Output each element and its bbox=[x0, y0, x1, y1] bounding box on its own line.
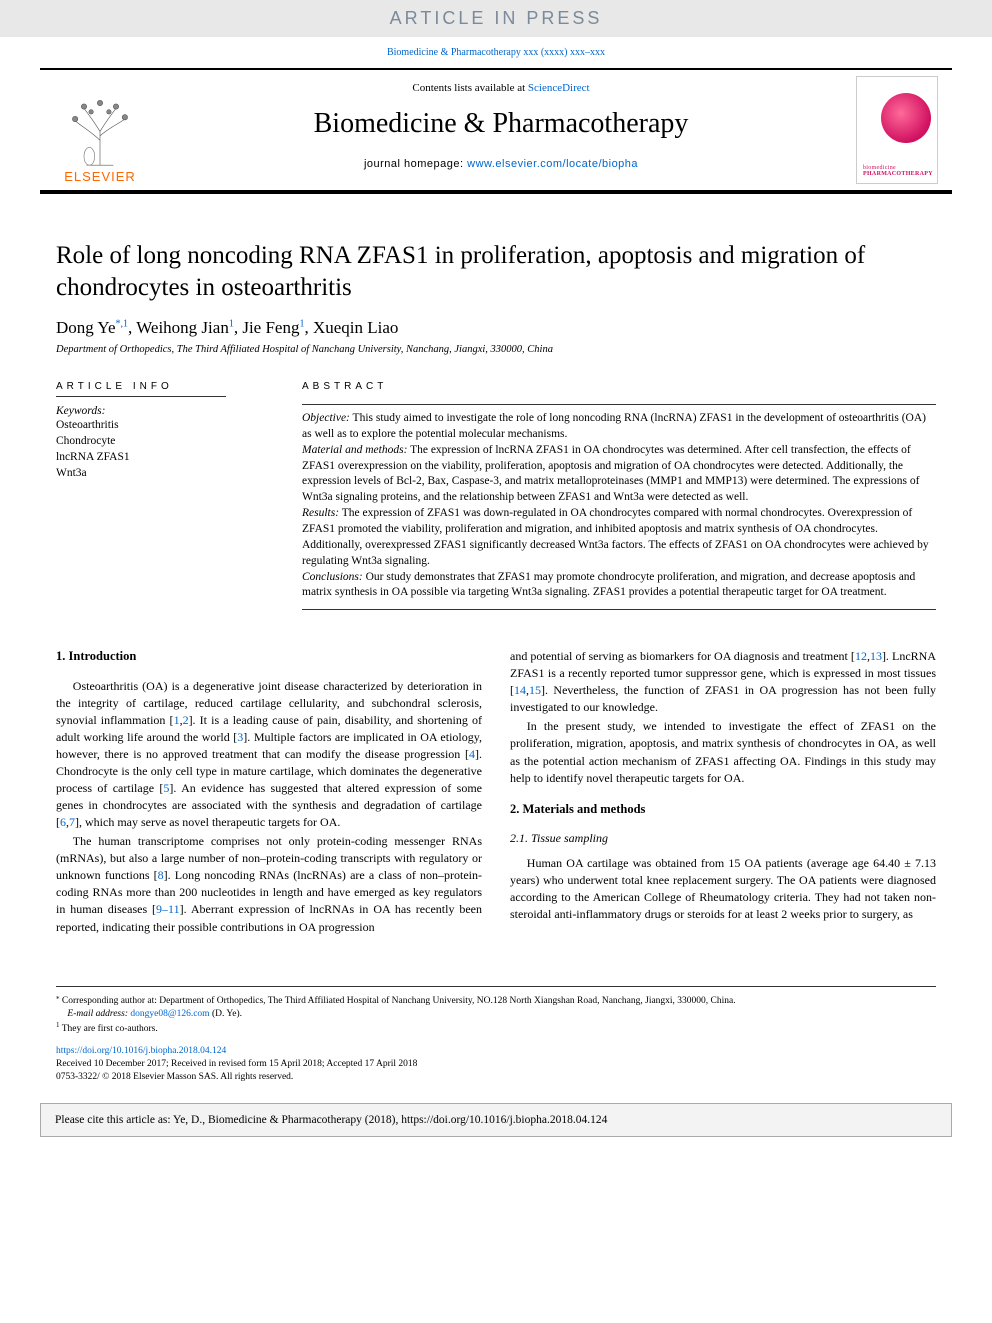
segment-text: Our study demonstrates that ZFAS1 may pr… bbox=[302, 571, 915, 599]
contents-prefix: Contents lists available at bbox=[412, 82, 527, 94]
abstract-col: ABSTRACT Objective: This study aimed to … bbox=[302, 381, 936, 610]
text: ], which may serve as novel therapeutic … bbox=[75, 815, 340, 829]
ref-link[interactable]: 13 bbox=[870, 649, 882, 663]
section-num: 2. bbox=[510, 802, 519, 816]
section-num: 1. bbox=[56, 649, 65, 663]
text: ]. Nevertheless, the function of ZFAS1 i… bbox=[510, 683, 936, 714]
para: Human OA cartilage was obtained from 15 … bbox=[510, 855, 936, 923]
publisher-name: ELSEVIER bbox=[64, 169, 136, 184]
info-abstract-row: ARTICLE INFO Keywords: Osteoarthritis Ch… bbox=[56, 381, 936, 610]
journal-name: Biomedicine & Pharmacotherapy bbox=[170, 108, 832, 140]
author-marks: 1 bbox=[229, 318, 234, 329]
publisher-logo-block: ELSEVIER bbox=[40, 70, 160, 190]
abstract-segment: Material and methods: The expression of … bbox=[302, 443, 936, 506]
email-tail: (D. Ye). bbox=[210, 1009, 242, 1019]
section-title: Introduction bbox=[69, 649, 137, 663]
segment-text: The expression of ZFAS1 was down-regulat… bbox=[302, 507, 929, 567]
ref-link[interactable]: 14 bbox=[514, 683, 526, 697]
para: In the present study, we intended to inv… bbox=[510, 718, 936, 786]
masthead-center: Contents lists available at ScienceDirec… bbox=[160, 70, 842, 190]
co-authors-note: 1 They are first co-authors. bbox=[56, 1021, 936, 1036]
journal-masthead: ELSEVIER Contents lists available at Sci… bbox=[40, 68, 952, 194]
section-2-1-heading: 2.1. Tissue sampling bbox=[510, 830, 936, 847]
top-citation: Biomedicine & Pharmacotherapy xxx (xxxx)… bbox=[0, 37, 992, 64]
footnotes: ⁎ Corresponding author at: Department of… bbox=[56, 986, 936, 1037]
section-title: Tissue sampling bbox=[531, 831, 608, 845]
doi-block: https://doi.org/10.1016/j.biopha.2018.04… bbox=[56, 1045, 936, 1085]
para: The human transcriptome comprises not on… bbox=[56, 833, 482, 935]
author-list: Dong Ye*,1, Weihong Jian1, Jie Feng1, Xu… bbox=[56, 318, 936, 338]
journal-cover-thumb: biomedicine PHARMACOTHERAPY bbox=[856, 76, 938, 184]
email-link[interactable]: dongye08@126.com bbox=[130, 1009, 209, 1019]
corr-text: Corresponding author at: Department of O… bbox=[60, 996, 736, 1006]
keywords-label: Keywords: bbox=[56, 405, 266, 417]
author-name: Dong Ye bbox=[56, 318, 116, 337]
body-columns: 1. Introduction Osteoarthritis (OA) is a… bbox=[56, 648, 936, 935]
author-name: Weihong Jian bbox=[136, 318, 229, 337]
email-line: E-mail address: dongye08@126.com (D. Ye)… bbox=[56, 1008, 936, 1021]
keyword: Wnt3a bbox=[56, 465, 266, 481]
doi-link[interactable]: https://doi.org/10.1016/j.biopha.2018.04… bbox=[56, 1046, 226, 1056]
author-4: Xueqin Liao bbox=[313, 318, 398, 337]
keywords-list: Osteoarthritis Chondrocyte lncRNA ZFAS1 … bbox=[56, 417, 266, 481]
section-num: 2.1. bbox=[510, 831, 528, 845]
abstract-body: Objective: This study aimed to investiga… bbox=[302, 411, 936, 601]
author-2: Weihong Jian1 bbox=[136, 318, 234, 337]
email-label: E-mail address: bbox=[67, 1009, 130, 1019]
segment-label: Results: bbox=[302, 507, 339, 519]
article-history: Received 10 December 2017; Received in r… bbox=[56, 1058, 936, 1071]
ref-link[interactable]: 9–11 bbox=[156, 902, 180, 916]
abstract-rule-top bbox=[302, 404, 936, 405]
article-info-heading: ARTICLE INFO bbox=[56, 381, 226, 397]
segment-text: This study aimed to investigate the role… bbox=[302, 412, 926, 440]
elsevier-tree-icon bbox=[55, 87, 145, 167]
author-name: Xueqin Liao bbox=[313, 318, 398, 337]
ref-link[interactable]: 12 bbox=[855, 649, 867, 663]
author-1: Dong Ye*,1 bbox=[56, 318, 128, 337]
contents-available-line: Contents lists available at ScienceDirec… bbox=[170, 82, 832, 94]
article-info-col: ARTICLE INFO Keywords: Osteoarthritis Ch… bbox=[56, 381, 266, 610]
abstract-segment: Results: The expression of ZFAS1 was dow… bbox=[302, 506, 936, 569]
note1-text: They are first co-authors. bbox=[60, 1024, 158, 1034]
article-in-press-bar: ARTICLE IN PRESS bbox=[0, 0, 992, 37]
cover-line2: PHARMACOTHERAPY bbox=[863, 171, 931, 177]
top-citation-link[interactable]: Biomedicine & Pharmacotherapy xxx (xxxx)… bbox=[387, 47, 605, 58]
segment-label: Objective: bbox=[302, 412, 350, 424]
keyword: lncRNA ZFAS1 bbox=[56, 449, 266, 465]
abstract-segment: Conclusions: Our study demonstrates that… bbox=[302, 570, 936, 602]
article-body: Role of long noncoding RNA ZFAS1 in prol… bbox=[0, 194, 992, 986]
issn-copyright: 0753-3322/ © 2018 Elsevier Masson SAS. A… bbox=[56, 1071, 936, 1084]
homepage-prefix: journal homepage: bbox=[364, 158, 467, 170]
keyword: Osteoarthritis bbox=[56, 417, 266, 433]
para: Osteoarthritis (OA) is a degenerative jo… bbox=[56, 678, 482, 831]
please-cite-box: Please cite this article as: Ye, D., Bio… bbox=[40, 1103, 952, 1137]
abstract-segment: Objective: This study aimed to investiga… bbox=[302, 411, 936, 443]
author-marks: 1 bbox=[299, 318, 304, 329]
section-2-heading: 2. Materials and methods bbox=[510, 801, 936, 819]
section-1-heading: 1. Introduction bbox=[56, 648, 482, 666]
article-title: Role of long noncoding RNA ZFAS1 in prol… bbox=[56, 240, 936, 304]
journal-homepage-line: journal homepage: www.elsevier.com/locat… bbox=[170, 158, 832, 170]
author-3: Jie Feng1 bbox=[242, 318, 304, 337]
journal-cover-block: biomedicine PHARMACOTHERAPY bbox=[842, 70, 952, 190]
author-name: Jie Feng bbox=[242, 318, 299, 337]
segment-label: Conclusions: bbox=[302, 571, 363, 583]
journal-homepage-link[interactable]: www.elsevier.com/locate/biopha bbox=[467, 158, 638, 170]
section-title: Materials and methods bbox=[523, 802, 646, 816]
cover-art-icon bbox=[881, 93, 931, 143]
abstract-rule-bottom bbox=[302, 609, 936, 610]
corresponding-author-note: ⁎ Corresponding author at: Department of… bbox=[56, 993, 936, 1008]
sciencedirect-link[interactable]: ScienceDirect bbox=[528, 82, 590, 94]
text: and potential of serving as biomarkers f… bbox=[510, 649, 855, 663]
segment-label: Material and methods: bbox=[302, 444, 407, 456]
author-marks: *,1 bbox=[116, 318, 129, 329]
keyword: Chondrocyte bbox=[56, 433, 266, 449]
affiliation: Department of Orthopedics, The Third Aff… bbox=[56, 344, 936, 355]
para: and potential of serving as biomarkers f… bbox=[510, 648, 936, 716]
ref-link[interactable]: 15 bbox=[529, 683, 541, 697]
abstract-heading: ABSTRACT bbox=[302, 381, 936, 396]
